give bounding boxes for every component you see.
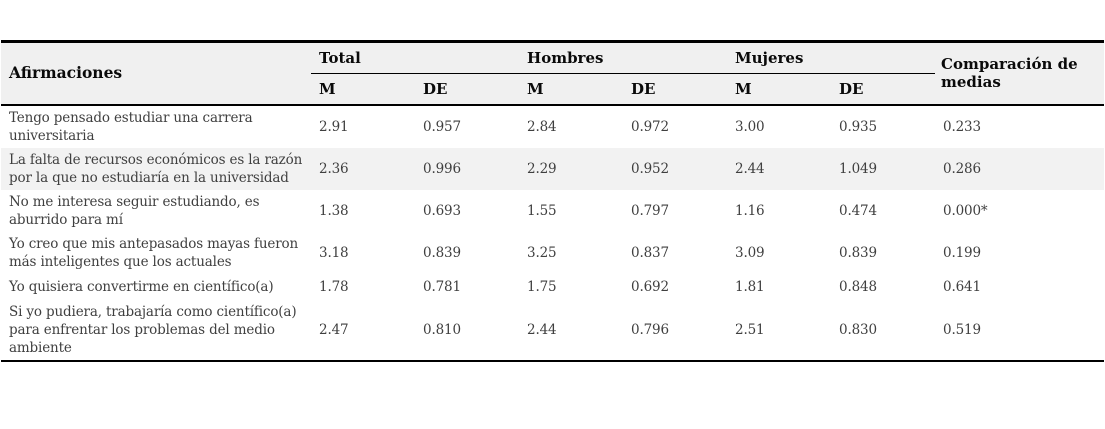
stat-cell-total-m: 1.78 [311,273,415,300]
stat-cell-hombres-m: 2.44 [519,299,624,361]
stat-cell-hombres-m: 1.55 [519,189,624,232]
stat-cell-mujeres-m: 1.81 [727,273,832,300]
table-row: Tengo pensado estudiar una carrera unive… [1,104,1105,148]
stat-cell-total-m: 2.36 [311,147,415,190]
stat-cell-mujeres-m: 2.51 [727,299,832,361]
stat-cell-mujeres-m: 2.44 [727,147,832,190]
sub-header-total-de: DE [415,73,520,105]
affirmation-cell: Yo quisiera convertirme en científico(a) [1,273,311,300]
table-row: No me interesa seguir estudiando, es abu… [1,189,1105,232]
sub-header-row: M DE M DE M DE [1,73,1104,105]
stat-cell-mujeres-m: 3.09 [727,231,832,274]
stat-cell-hombres-de: 0.692 [623,273,728,300]
sub-header-mujeres-de: DE [831,73,936,105]
affirmation-cell: Yo creo que mis antepasados mayas fueron… [1,231,311,274]
stat-cell-hombres-de: 0.837 [623,231,728,274]
stat-cell-total-m: 2.47 [311,299,415,361]
stat-cell-hombres-de: 0.952 [623,147,728,190]
stat-cell-mujeres-m: 3.00 [727,104,832,148]
group-header-row: Afirmaciones Total Hombres Mujeres Compa… [1,41,1105,105]
stat-cell-total-m: 2.91 [311,104,415,148]
stat-cell-comparacion: 0.233 [935,104,1105,148]
stat-cell-hombres-de: 0.797 [623,189,728,232]
stat-cell-mujeres-m: 1.16 [727,189,832,232]
sub-header-total-m: M [311,73,415,105]
stat-cell-comparacion: 0.286 [935,147,1105,190]
stat-cell-total-de: 0.996 [415,147,520,190]
table-row: Yo creo que mis antepasados mayas fueron… [1,231,1105,274]
stat-cell-mujeres-de: 0.839 [831,231,936,274]
stat-cell-total-de: 0.839 [415,231,520,274]
sub-header-hombres-de: DE [623,73,728,105]
column-header-afirmaciones: Afirmaciones [1,41,311,105]
table-header: Afirmaciones Total Hombres Mujeres Compa… [1,41,1105,105]
group-header-hombres: Hombres [519,41,728,74]
table-row: Si yo pudiera, trabajaría como científic… [1,299,1105,361]
stat-cell-hombres-m: 1.75 [519,273,624,300]
stat-cell-hombres-m: 3.25 [519,231,624,274]
stat-cell-hombres-m: 2.84 [519,104,624,148]
stat-cell-comparacion: 0.519 [935,299,1105,361]
stat-cell-total-de: 0.810 [415,299,520,361]
stat-cell-hombres-de: 0.796 [623,299,728,361]
stat-cell-comparacion: 0.000* [935,189,1105,232]
table-body: Tengo pensado estudiar una carrera unive… [1,104,1105,361]
stat-cell-comparacion: 0.641 [935,273,1105,300]
stat-cell-hombres-de: 0.972 [623,104,728,148]
stat-cell-total-m: 3.18 [311,231,415,274]
column-header-comparacion-de-medias: Comparación de medias [935,41,1105,105]
stat-cell-mujeres-de: 0.474 [831,189,936,232]
affirmation-cell: Tengo pensado estudiar una carrera unive… [1,104,311,148]
sub-header-hombres-m: M [519,73,624,105]
group-header-mujeres: Mujeres [727,41,936,74]
stat-cell-total-de: 0.957 [415,104,520,148]
means-comparison-table: Afirmaciones Total Hombres Mujeres Compa… [1,40,1105,362]
stat-cell-mujeres-de: 0.848 [831,273,936,300]
table-row: Yo quisiera convertirme en científico(a)… [1,273,1105,300]
table-row: La falta de recursos económicos es la ra… [1,147,1105,190]
affirmation-cell: No me interesa seguir estudiando, es abu… [1,189,311,232]
stat-cell-total-de: 0.693 [415,189,520,232]
stat-cell-mujeres-de: 1.049 [831,147,936,190]
stat-cell-hombres-m: 2.29 [519,147,624,190]
affirmation-cell: La falta de recursos económicos es la ra… [1,147,311,190]
stat-cell-mujeres-de: 0.935 [831,104,936,148]
affirmation-cell: Si yo pudiera, trabajaría como científic… [1,299,311,361]
stat-cell-comparacion: 0.199 [935,231,1105,274]
group-header-total: Total [311,41,520,74]
stat-cell-total-m: 1.38 [311,189,415,232]
sub-header-mujeres-m: M [727,73,832,105]
stat-cell-mujeres-de: 0.830 [831,299,936,361]
stat-cell-total-de: 0.781 [415,273,520,300]
